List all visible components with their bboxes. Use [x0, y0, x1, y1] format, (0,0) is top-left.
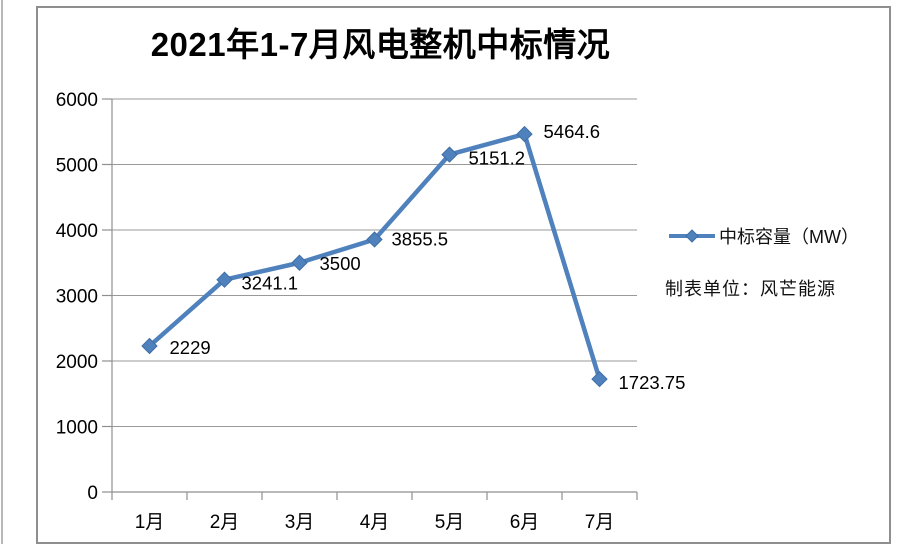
data-labels: 2229 3241.1 3500 3855.5 5151.2 5464.6 1723.75 [170, 121, 686, 393]
x-axis-tick-labels: 1月 2月 3月 4月 5月 6月 7月 [135, 512, 615, 533]
data-point-marker [441, 146, 458, 163]
series-line [147, 131, 602, 382]
data-point-marker [516, 125, 533, 143]
y-tick-label: 1000 [56, 418, 98, 439]
legend: 中标容量（MW） [668, 223, 859, 249]
legend-label: 中标容量（MW） [719, 227, 859, 247]
y-tick-label: 6000 [56, 90, 98, 111]
data-point-label: 5151.2 [469, 148, 526, 169]
x-tick-label: 1月 [135, 512, 165, 533]
x-tick-label: 4月 [360, 512, 390, 533]
data-point-marker [141, 337, 158, 355]
y-tick-label: 0 [87, 483, 98, 504]
x-tick-label: 3月 [285, 512, 315, 533]
series-markers [141, 125, 608, 388]
axes [102, 98, 638, 500]
y-tick-label: 3000 [56, 287, 98, 308]
data-point-label: 3855.5 [392, 228, 449, 249]
data-point-label: 5464.6 [544, 121, 601, 142]
gridlines [112, 98, 637, 427]
x-tick-label: 5月 [435, 512, 465, 533]
chart-note: 制表单位：风芒能源 [665, 279, 836, 299]
chart-frame: 2021年1-7月风电整机中标情况 0 1000 2000 3000 4000 5000 6… [36, 6, 891, 544]
page-left-edge-line [1, 0, 3, 544]
data-point-label: 3241.1 [242, 273, 299, 294]
data-point-marker [366, 231, 383, 248]
y-tick-label: 2000 [56, 352, 98, 373]
x-tick-label: 7月 [585, 512, 615, 533]
chart-title: 2021年1-7月风电整机中标情况 [150, 26, 611, 63]
data-point-label: 3500 [320, 253, 361, 274]
data-point-label: 1723.75 [619, 372, 686, 393]
y-tick-label: 5000 [56, 156, 98, 177]
data-point-marker [591, 370, 608, 388]
x-tick-label: 2月 [210, 512, 240, 533]
y-axis-tick-labels: 0 1000 2000 3000 4000 5000 6000 [56, 90, 98, 504]
legend-series-marker-icon [669, 229, 715, 243]
plot-area: 0 1000 2000 3000 4000 5000 6000 1月 2月 3月 4月 5月 6月 7月 2… [56, 90, 686, 533]
data-point-marker [216, 271, 233, 288]
x-tick-label: 6月 [510, 512, 540, 533]
data-point-label: 2229 [170, 337, 211, 358]
y-tick-label: 4000 [56, 221, 98, 242]
data-point-marker [291, 254, 308, 271]
